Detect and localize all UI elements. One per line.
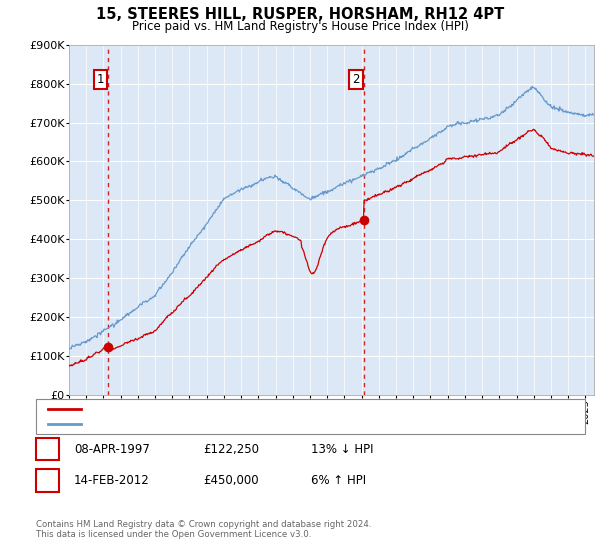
Text: 1: 1	[43, 442, 52, 456]
Text: 15, STEERES HILL, RUSPER, HORSHAM, RH12 4PT: 15, STEERES HILL, RUSPER, HORSHAM, RH12 …	[96, 7, 504, 22]
Text: 14-FEB-2012: 14-FEB-2012	[74, 474, 149, 487]
Text: 13% ↓ HPI: 13% ↓ HPI	[311, 442, 373, 456]
Text: HPI: Average price, detached house, Horsham: HPI: Average price, detached house, Hors…	[87, 419, 316, 430]
Text: £450,000: £450,000	[203, 474, 259, 487]
Text: 1: 1	[97, 73, 104, 86]
Text: Price paid vs. HM Land Registry's House Price Index (HPI): Price paid vs. HM Land Registry's House …	[131, 20, 469, 32]
Text: 2: 2	[352, 73, 359, 86]
Text: 2: 2	[43, 474, 52, 487]
Text: Contains HM Land Registry data © Crown copyright and database right 2024.
This d: Contains HM Land Registry data © Crown c…	[36, 520, 371, 539]
Text: 15, STEERES HILL, RUSPER, HORSHAM, RH12 4PT (detached house): 15, STEERES HILL, RUSPER, HORSHAM, RH12 …	[87, 404, 424, 414]
Text: 08-APR-1997: 08-APR-1997	[74, 442, 149, 456]
Text: £122,250: £122,250	[203, 442, 259, 456]
Text: 6% ↑ HPI: 6% ↑ HPI	[311, 474, 366, 487]
